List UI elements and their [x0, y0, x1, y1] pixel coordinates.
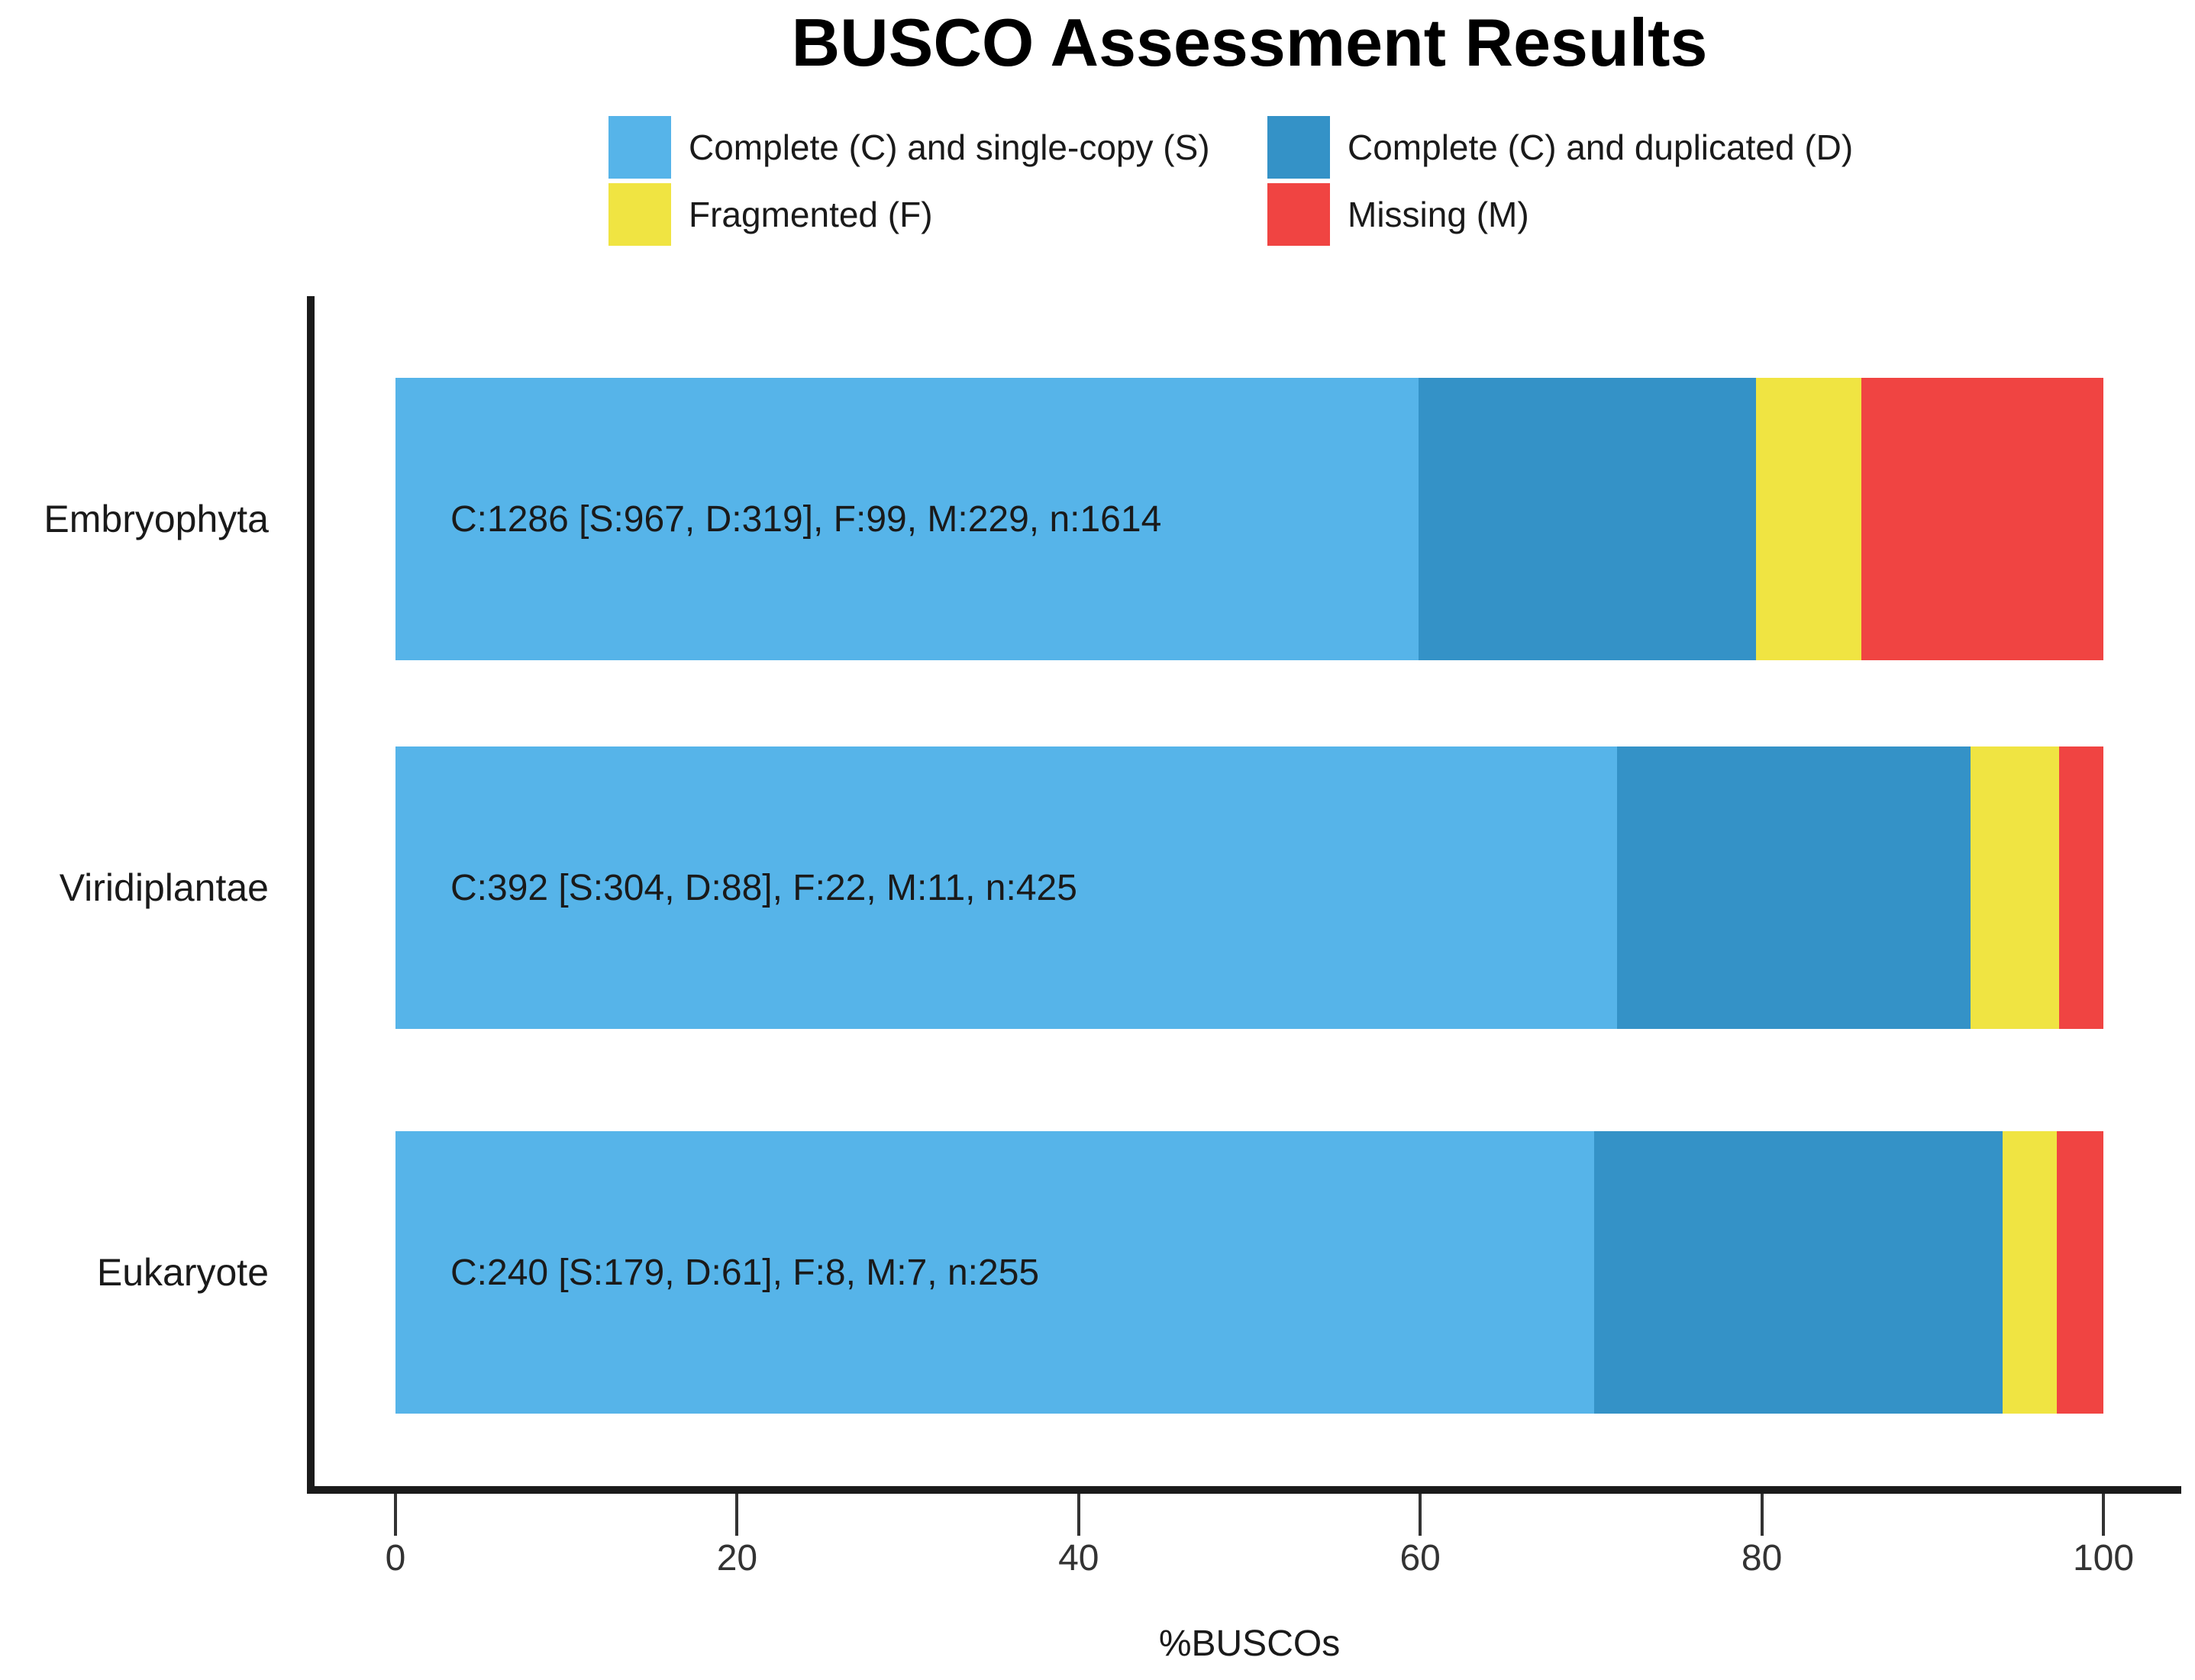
- x-tick-mark: [2102, 1494, 2105, 1536]
- x-axis-title: %BUSCOs: [1158, 1624, 1341, 1664]
- bar-segment: [395, 1131, 1595, 1414]
- category-label-embryophyta: Embryophyta: [44, 498, 269, 540]
- bar-value-label: C:1286 [S:967, D:319], F:99, M:229, n:16…: [450, 498, 1162, 540]
- legend-label-duplicated: Complete (C) and duplicated (D): [1348, 127, 1854, 167]
- x-tick-label: 40: [1058, 1538, 1099, 1578]
- legend-item-fragmented: Fragmented (F): [608, 183, 1267, 246]
- bar-segment: [2003, 1131, 2057, 1414]
- x-tick-mark: [394, 1494, 397, 1536]
- missing-swatch: [1267, 183, 1330, 246]
- legend-label-single-copy: Complete (C) and single-copy (S): [689, 127, 1210, 167]
- single-copy-swatch: [608, 116, 671, 179]
- legend-label-fragmented: Fragmented (F): [689, 195, 933, 234]
- bar-segment: [2056, 1131, 2103, 1414]
- bar-segment: [1419, 378, 1757, 660]
- bar-segment: [1756, 378, 1861, 660]
- x-tick-label: 80: [1741, 1538, 1783, 1578]
- duplicated-swatch: [1267, 116, 1330, 179]
- y-axis-line: [307, 296, 315, 1494]
- category-label-eukaryote: Eukaryote: [96, 1251, 269, 1294]
- legend-item-duplicated: Complete (C) and duplicated (D): [1267, 116, 1853, 179]
- x-tick-mark: [1077, 1494, 1080, 1536]
- bar-segment: [395, 378, 1419, 660]
- chart-title: BUSCO Assessment Results: [791, 5, 1708, 80]
- legend-label-missing: Missing (M): [1348, 195, 1529, 234]
- x-tick-mark: [1760, 1494, 1764, 1536]
- x-tick-label: 100: [2072, 1538, 2135, 1578]
- bar-segment: [2059, 746, 2103, 1029]
- bar-value-label: C:392 [S:304, D:88], F:22, M:11, n:425: [450, 867, 1077, 908]
- bar-embryophyta: C:1286 [S:967, D:319], F:99, M:229, n:16…: [395, 378, 2103, 660]
- bar-value-label: C:240 [S:179, D:61], F:8, M:7, n:255: [450, 1252, 1040, 1293]
- bar-segment: [395, 746, 1618, 1029]
- bar-segment: [1861, 378, 2103, 660]
- bar-eukaryote: C:240 [S:179, D:61], F:8, M:7, n:255: [395, 1131, 2103, 1414]
- category-label-viridiplantae: Viridiplantae: [59, 866, 269, 909]
- x-axis-line: [307, 1486, 2181, 1494]
- bar-segment: [1971, 746, 2060, 1029]
- legend: Complete (C) and single-copy (S) Complet…: [608, 116, 1853, 246]
- legend-item-single-copy: Complete (C) and single-copy (S): [608, 116, 1267, 179]
- bar-segment: [1594, 1131, 2003, 1414]
- bar-viridiplantae: C:392 [S:304, D:88], F:22, M:11, n:425: [395, 746, 2103, 1029]
- fragmented-swatch: [608, 183, 671, 246]
- bar-segment: [1617, 746, 1971, 1029]
- x-tick-mark: [735, 1494, 739, 1536]
- x-tick-label: 0: [385, 1538, 406, 1578]
- legend-item-missing: Missing (M): [1267, 183, 1853, 246]
- x-tick-label: 60: [1399, 1538, 1441, 1578]
- x-tick-label: 20: [716, 1538, 758, 1578]
- x-tick-mark: [1419, 1494, 1422, 1536]
